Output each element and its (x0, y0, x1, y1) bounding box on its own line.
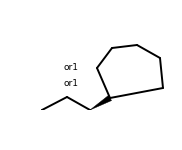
Text: or1: or1 (64, 63, 79, 72)
Polygon shape (90, 135, 112, 150)
Polygon shape (90, 95, 112, 110)
Text: or1: or1 (64, 78, 79, 87)
